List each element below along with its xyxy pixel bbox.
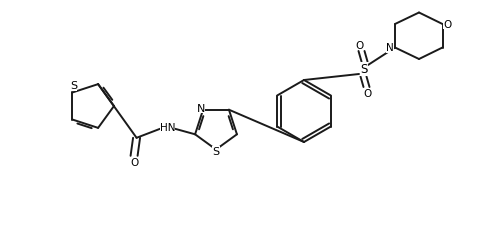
Text: O: O (363, 89, 371, 99)
Text: O: O (355, 41, 363, 51)
Text: N: N (196, 103, 204, 113)
Text: O: O (130, 157, 138, 167)
Text: S: S (70, 81, 77, 91)
Text: HN: HN (160, 122, 175, 132)
Text: N: N (385, 43, 393, 53)
Text: S: S (360, 63, 367, 76)
Text: S: S (212, 147, 219, 157)
Text: O: O (442, 20, 451, 30)
